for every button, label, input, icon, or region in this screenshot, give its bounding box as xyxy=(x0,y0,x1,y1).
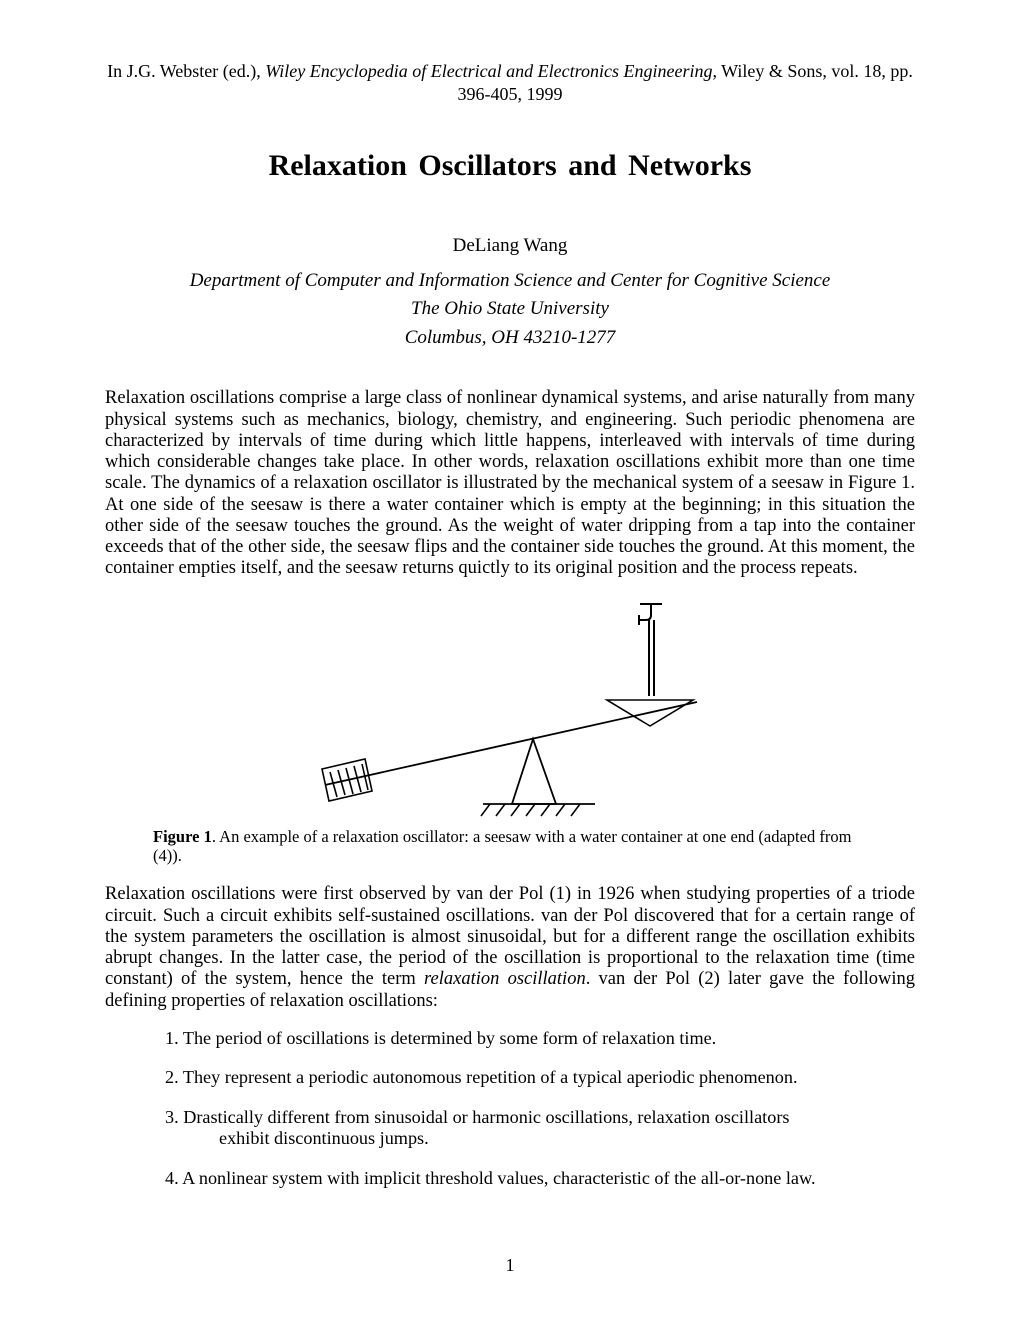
para2-italic: relaxation oscillation xyxy=(424,969,586,989)
list-item-3a: 3. Drastically different from sinusoidal… xyxy=(165,1107,789,1127)
paragraph-2: Relaxation oscillations were first obser… xyxy=(105,884,915,1012)
figure-1 xyxy=(105,596,915,821)
list-item-1: 1. The period of oscillations is determi… xyxy=(165,1028,915,1049)
list-item-2: 2. They represent a periodic autonomous … xyxy=(165,1067,915,1088)
figure-1-caption: Figure 1. An example of a relaxation osc… xyxy=(153,827,867,867)
affiliation: Department of Computer and Information S… xyxy=(105,267,915,353)
citation-block: In J.G. Webster (ed.), Wiley Encyclopedi… xyxy=(105,60,915,107)
figure-caption-text: . An example of a relaxation oscillator:… xyxy=(153,827,851,866)
properties-list: 1. The period of oscillations is determi… xyxy=(165,1028,915,1189)
page: In J.G. Webster (ed.), Wiley Encyclopedi… xyxy=(0,0,1020,1257)
citation-prefix: In J.G. Webster (ed.), xyxy=(107,61,265,81)
list-item-3b: exhibit discontinuous jumps. xyxy=(189,1128,915,1149)
author-name: DeLiang Wang xyxy=(105,235,915,257)
page-number: 1 xyxy=(0,1255,1020,1276)
paragraph-1: Relaxation oscillations comprise a large… xyxy=(105,388,915,579)
seesaw-diagram xyxy=(295,596,725,821)
citation-italic: Wiley Encyclopedia of Electrical and Ele… xyxy=(265,61,712,81)
figure-label: Figure 1 xyxy=(153,827,212,846)
paper-title: Relaxation Oscillators and Networks xyxy=(105,149,915,183)
affil-line-2: The Ohio State University xyxy=(105,295,915,324)
affil-line-1: Department of Computer and Information S… xyxy=(105,267,915,296)
affil-line-3: Columbus, OH 43210-1277 xyxy=(105,324,915,353)
list-item-4: 4. A nonlinear system with implicit thre… xyxy=(165,1168,915,1189)
list-item-3: 3. Drastically different from sinusoidal… xyxy=(165,1107,915,1150)
